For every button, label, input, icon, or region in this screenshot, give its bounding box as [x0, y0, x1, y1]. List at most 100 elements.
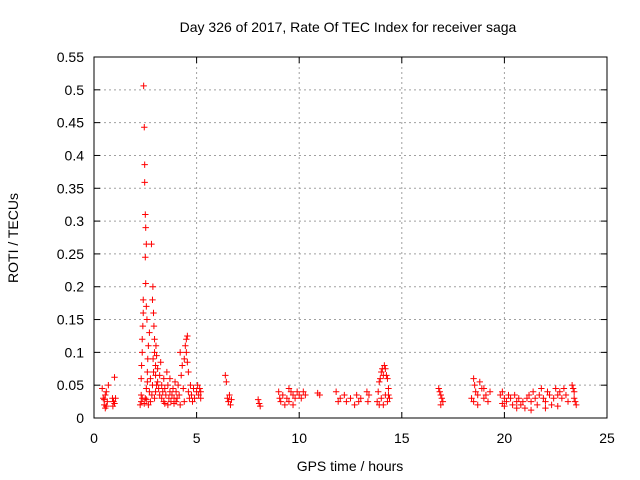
data-point	[109, 402, 117, 410]
data-point	[254, 396, 262, 403]
data-point	[385, 391, 392, 399]
data-point	[376, 401, 383, 409]
data-point	[137, 375, 145, 382]
data-point	[542, 404, 549, 412]
data-point	[187, 381, 194, 389]
data-point	[182, 342, 189, 349]
data-point	[486, 388, 494, 395]
data-point	[151, 349, 158, 356]
data-point	[183, 349, 190, 356]
data-point	[531, 395, 539, 402]
data-point	[166, 375, 174, 382]
data-point	[538, 385, 545, 392]
data-point	[281, 401, 289, 409]
data-point	[222, 372, 229, 379]
data-point	[183, 336, 190, 343]
data-point	[439, 398, 447, 405]
data-point	[173, 395, 181, 402]
data-point	[437, 401, 444, 409]
data-point	[142, 253, 149, 261]
y-tick-label: 0.2	[65, 279, 85, 295]
data-point	[146, 388, 153, 395]
data-point	[103, 388, 110, 395]
data-point	[521, 404, 529, 412]
plot-frame	[93, 56, 608, 419]
data-point	[150, 322, 158, 330]
data-point	[151, 395, 158, 402]
data-point	[509, 401, 516, 409]
data-point	[435, 385, 442, 392]
data-point	[188, 391, 195, 399]
data-point	[384, 375, 391, 382]
y-tick-label: 0.25	[57, 246, 84, 262]
data-point	[279, 391, 286, 399]
data-point	[497, 391, 504, 399]
data-point	[573, 401, 580, 409]
x-tick-label: 20	[497, 430, 513, 446]
data-point	[227, 401, 234, 409]
data-point	[438, 395, 446, 402]
data-point	[101, 396, 108, 403]
data-point	[153, 352, 160, 359]
data-point	[170, 400, 178, 407]
data-point	[161, 400, 168, 407]
data-point	[289, 401, 297, 409]
data-point	[527, 406, 535, 414]
data-point	[190, 385, 197, 392]
data-point	[166, 388, 174, 395]
data-point	[507, 395, 514, 402]
data-point	[544, 388, 551, 395]
data-point	[223, 378, 230, 386]
data-point	[99, 385, 106, 392]
data-point	[144, 355, 151, 363]
data-point	[525, 391, 533, 399]
data-point	[149, 283, 157, 290]
data-point	[298, 395, 305, 402]
data-point	[558, 395, 566, 402]
data-point	[554, 391, 561, 399]
data-point	[155, 385, 162, 392]
data-point	[150, 368, 157, 376]
data-point	[365, 391, 373, 399]
data-point	[300, 388, 307, 395]
data-point	[523, 395, 531, 402]
data-point	[436, 388, 443, 395]
data-point	[185, 368, 192, 376]
data-point	[197, 395, 204, 402]
data-point	[226, 391, 233, 399]
y-tick-label: 0.45	[57, 115, 84, 131]
data-point	[142, 280, 149, 287]
data-point	[163, 368, 171, 376]
data-point	[534, 401, 541, 409]
data-point	[103, 402, 110, 410]
data-point	[276, 395, 283, 402]
data-point	[552, 385, 559, 392]
data-point	[377, 375, 384, 382]
data-point	[162, 391, 170, 399]
data-points	[99, 82, 580, 414]
data-point	[147, 398, 154, 405]
data-point	[289, 391, 297, 399]
data-point	[378, 368, 385, 376]
data-point	[355, 398, 362, 405]
data-point	[178, 372, 185, 379]
data-point	[382, 365, 389, 372]
data-point	[386, 395, 393, 402]
data-point	[536, 391, 543, 399]
data-point	[143, 316, 151, 323]
data-point	[181, 398, 188, 405]
data-point	[480, 395, 488, 402]
data-point	[471, 381, 478, 389]
data-point	[570, 388, 578, 395]
data-point	[143, 385, 150, 392]
data-point	[156, 372, 163, 379]
data-point	[513, 404, 520, 412]
data-point	[501, 395, 508, 402]
data-point	[139, 322, 147, 330]
data-point	[484, 398, 492, 405]
data-point	[385, 385, 392, 392]
chart-title: Day 326 of 2017, Rate Of TEC Index for r…	[180, 19, 517, 35]
data-point	[149, 381, 156, 389]
data-point	[137, 391, 145, 399]
data-point	[474, 391, 481, 399]
